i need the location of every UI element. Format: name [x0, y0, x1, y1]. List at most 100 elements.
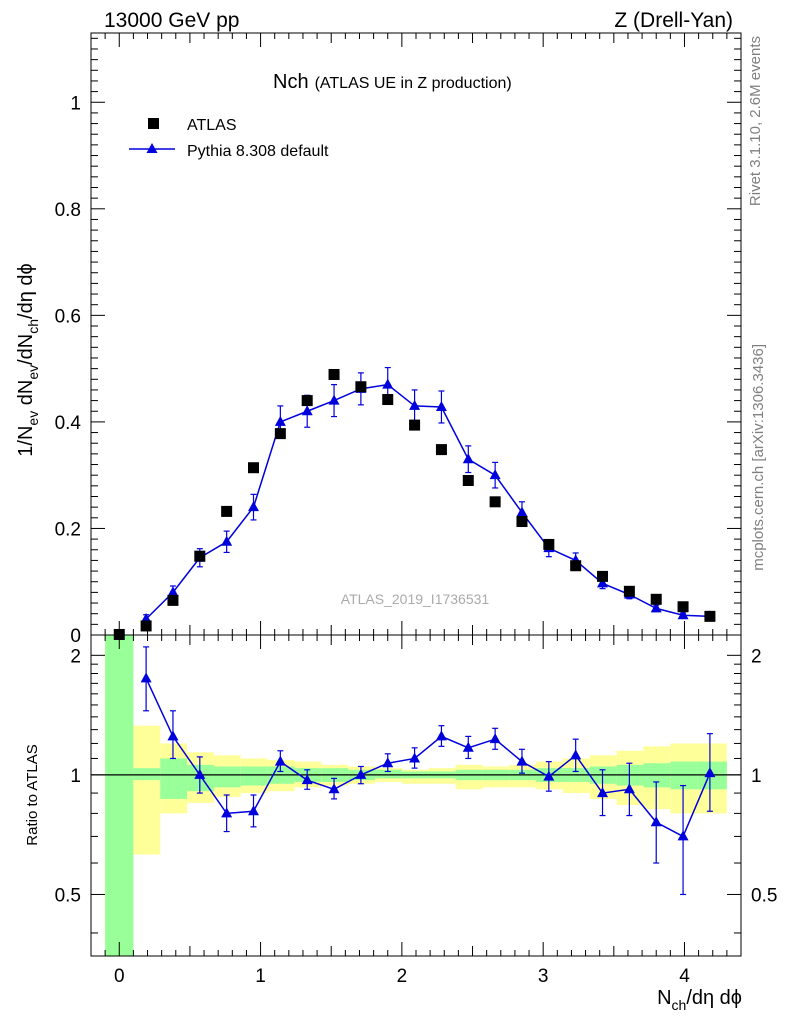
source-label: mcplots.cern.ch [arXiv:1306.3436] — [750, 344, 767, 571]
x-tick-label: 4 — [679, 966, 690, 987]
mc-point — [597, 577, 609, 588]
mc-point — [462, 453, 474, 464]
data-point — [462, 475, 474, 487]
ratio-point — [462, 741, 474, 752]
x-tick-label: 3 — [538, 966, 549, 987]
ratio-point — [677, 830, 689, 841]
ratio-y-tick-label-right: 2 — [751, 646, 762, 667]
band-inner-rect — [133, 768, 161, 781]
legend-mc-label: Pythia 8.308 default — [187, 143, 329, 160]
ratio-point — [516, 755, 528, 766]
data-point — [435, 444, 447, 456]
data-point — [570, 560, 582, 572]
mc-point — [677, 609, 689, 620]
data-point — [516, 516, 528, 528]
data-point — [248, 462, 259, 474]
band-inner-rect — [213, 766, 241, 788]
legend-data-marker — [148, 118, 159, 129]
mc-point — [274, 415, 286, 426]
data-point — [194, 550, 206, 562]
ratio-line — [145, 678, 711, 838]
mc-point — [409, 399, 421, 410]
mc-line — [145, 383, 710, 620]
data-point — [167, 594, 179, 606]
mc-point — [516, 506, 528, 517]
x-tick-label: 0 — [114, 966, 125, 987]
ratio-point — [140, 672, 152, 683]
ratio-point — [194, 768, 206, 779]
ratio-point — [248, 805, 259, 816]
mc-point — [489, 469, 501, 480]
y-tick-label: 0.8 — [55, 200, 81, 221]
ratio-point — [409, 752, 421, 763]
ratio-point — [570, 749, 582, 760]
data-point — [382, 394, 394, 406]
y-tick-label: 0.4 — [55, 413, 82, 434]
ratio-point — [704, 767, 716, 778]
ratio-point — [355, 768, 367, 779]
data-point — [140, 620, 152, 632]
data-point — [301, 395, 313, 407]
rivet-label: Rivet 3.1.10, 2.6M events — [747, 36, 764, 206]
x-axis-title: Nch/dη dϕ — [657, 987, 742, 1013]
data-point — [623, 585, 635, 597]
ratio-y-tick-label-left: 0.5 — [55, 885, 81, 906]
data-point — [274, 428, 286, 440]
legend: ATLAS Pythia 8.308 default — [129, 117, 329, 160]
data-point — [328, 368, 340, 380]
data-point — [489, 496, 501, 508]
mc-point — [382, 378, 394, 389]
ratio-y-axis-title: Ratio to ATLAS — [24, 744, 41, 845]
mc-point — [301, 405, 313, 416]
ratio-y-tick-label-left: 1 — [70, 766, 81, 787]
mc-point — [650, 602, 662, 613]
ratio-point — [489, 733, 501, 744]
ratio-y-tick-label-right: 0.5 — [751, 885, 777, 906]
ratio-point — [382, 757, 394, 768]
data-point — [597, 570, 609, 582]
y-tick-label: 1 — [70, 93, 81, 114]
y-tick-label: 0 — [70, 626, 81, 647]
ratio-panel-ticks: 0 1 2 3 4 0.5 0.5 1 1 2 2 — [55, 646, 778, 987]
ratio-point — [301, 774, 313, 785]
ratio-point — [650, 816, 662, 827]
data-point — [704, 610, 716, 622]
plot-title: Nch (ATLAS UE in Z production) — [273, 71, 512, 93]
data-point — [355, 381, 367, 393]
band-inner-rect — [375, 769, 402, 779]
ratio-point — [597, 787, 609, 798]
data-point — [113, 628, 125, 640]
legend-data-label: ATLAS — [187, 117, 237, 134]
x-tick-label: 1 — [255, 966, 266, 987]
ratio-panel-data — [91, 646, 741, 896]
band-inner-rect — [240, 766, 268, 786]
ratio-point — [167, 730, 179, 741]
data-point — [650, 593, 662, 605]
ratio-point — [221, 807, 233, 818]
process-label: Z (Drell-Yan) — [614, 9, 733, 32]
ratio-point — [435, 730, 447, 741]
x-tick-label: 2 — [397, 966, 408, 987]
y-tick-label: 0.2 — [55, 519, 81, 540]
mc-point — [167, 586, 179, 597]
ratio-point — [328, 783, 340, 794]
mc-point — [435, 400, 447, 411]
plot-title-sub: (ATLAS UE in Z production) — [315, 75, 512, 92]
energy-label: 13000 GeV pp — [104, 9, 239, 32]
mc-point — [248, 501, 259, 512]
legend-mc-marker — [146, 143, 158, 153]
band-outer-rect — [133, 725, 161, 855]
ratio-point — [543, 770, 555, 781]
mc-point — [221, 535, 233, 546]
analysis-watermark: ATLAS_2019_I1736531 — [341, 591, 490, 607]
y-tick-label: 0.6 — [55, 306, 81, 327]
plot-title-main: Nch — [273, 71, 309, 93]
main-panel-data — [113, 366, 716, 640]
ratio-uncertainty-bands — [105, 635, 727, 956]
data-point — [543, 538, 555, 550]
data-point — [677, 601, 689, 613]
data-point — [221, 505, 233, 517]
ratio-point — [274, 755, 286, 766]
band-inner-rect — [160, 758, 188, 799]
